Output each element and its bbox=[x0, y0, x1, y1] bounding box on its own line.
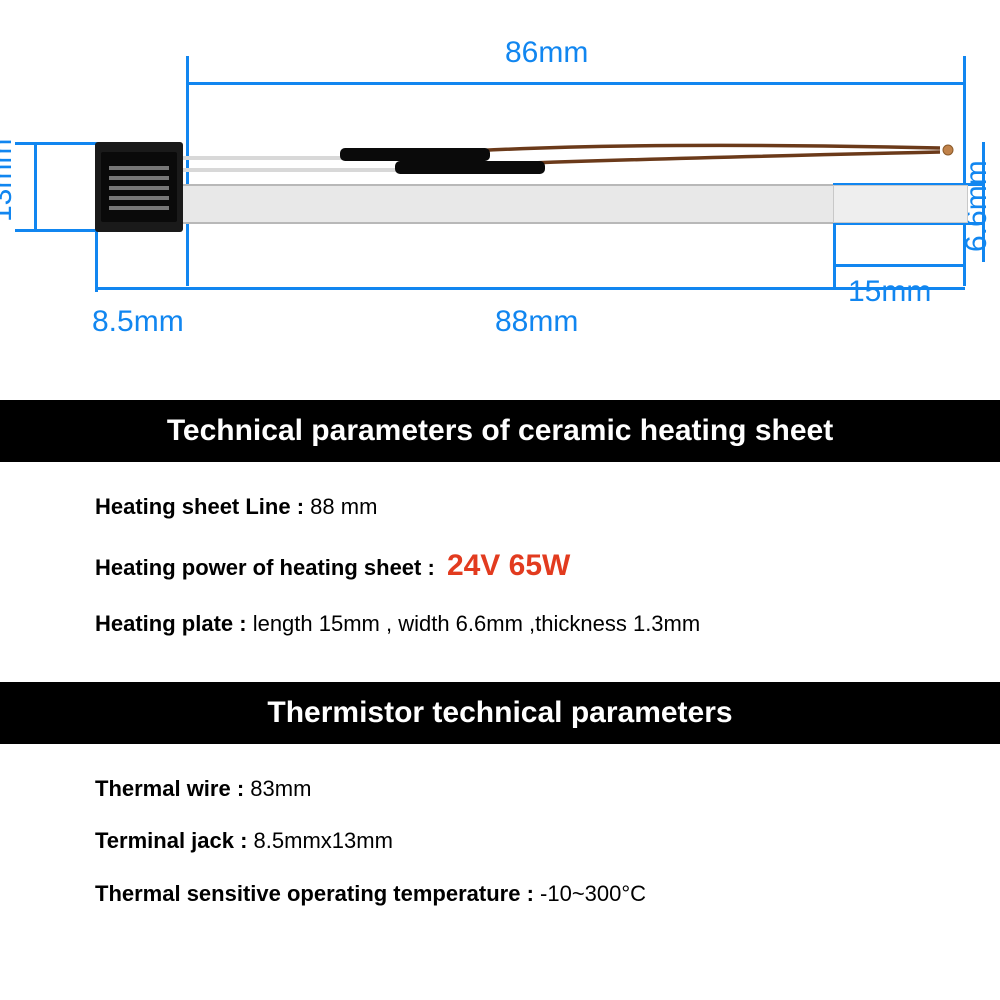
spec-row: Terminal jack : 8.5mmx13mm bbox=[95, 826, 905, 857]
section-header-ceramic: Technical parameters of ceramic heating … bbox=[0, 400, 1000, 462]
spec-value: 88 mm bbox=[304, 494, 377, 519]
section-header-thermistor: Thermistor technical parameters bbox=[0, 682, 1000, 744]
spec-value: 8.5mmx13mm bbox=[247, 828, 392, 853]
flat-cable bbox=[183, 184, 833, 224]
spec-row: Heating power of heating sheet : 24V 65W bbox=[95, 545, 905, 587]
dim-line-left bbox=[34, 142, 37, 232]
spec-value: length 15mm , width 6.6mm ,thickness 1.3… bbox=[247, 611, 701, 636]
heat-shrink bbox=[340, 148, 490, 161]
technical-diagram: 86mm 13mm 6.6mm 15mm 88mm 8.5mm bbox=[0, 0, 1000, 400]
dim-tick bbox=[95, 232, 98, 292]
spec-label: Thermal wire : bbox=[95, 776, 244, 801]
spec-row: Thermal sensitive operating temperature … bbox=[95, 879, 905, 910]
white-wire bbox=[183, 168, 403, 172]
spec-sections: Technical parameters of ceramic heating … bbox=[0, 400, 1000, 952]
spec-label: Heating plate : bbox=[95, 611, 247, 636]
dim-line-bottom bbox=[95, 287, 965, 290]
spec-label: Thermal sensitive operating temperature … bbox=[95, 881, 534, 906]
dim-label-top: 86mm bbox=[505, 36, 588, 70]
spec-label: Heating power of heating sheet : bbox=[95, 555, 435, 580]
spec-row: Heating plate : length 15mm , width 6.6m… bbox=[95, 609, 905, 640]
dim-label-tip: 15mm bbox=[848, 275, 931, 309]
spec-label: Terminal jack : bbox=[95, 828, 247, 853]
spec-value: -10~300°C bbox=[534, 881, 646, 906]
thermistor-specs: Thermal wire : 83mm Terminal jack : 8.5m… bbox=[0, 744, 1000, 952]
dim-line-top bbox=[186, 82, 965, 85]
terminal-connector bbox=[95, 142, 183, 232]
spec-row: Heating sheet Line : 88 mm bbox=[95, 492, 905, 523]
ceramic-specs: Heating sheet Line : 88 mm Heating power… bbox=[0, 462, 1000, 682]
dim-line-tip bbox=[833, 264, 965, 267]
spec-label: Heating sheet Line : bbox=[95, 494, 304, 519]
ceramic-heating-tip bbox=[833, 185, 968, 223]
spec-highlight-value: 24V 65W bbox=[447, 549, 570, 582]
dim-label-left: 13mm bbox=[0, 139, 19, 222]
heat-shrink bbox=[395, 161, 545, 174]
spec-value: 83mm bbox=[244, 776, 311, 801]
dim-label-bottom: 88mm bbox=[495, 305, 578, 339]
spec-row: Thermal wire : 83mm bbox=[95, 774, 905, 805]
dim-label-connector-w: 8.5mm bbox=[92, 305, 184, 339]
